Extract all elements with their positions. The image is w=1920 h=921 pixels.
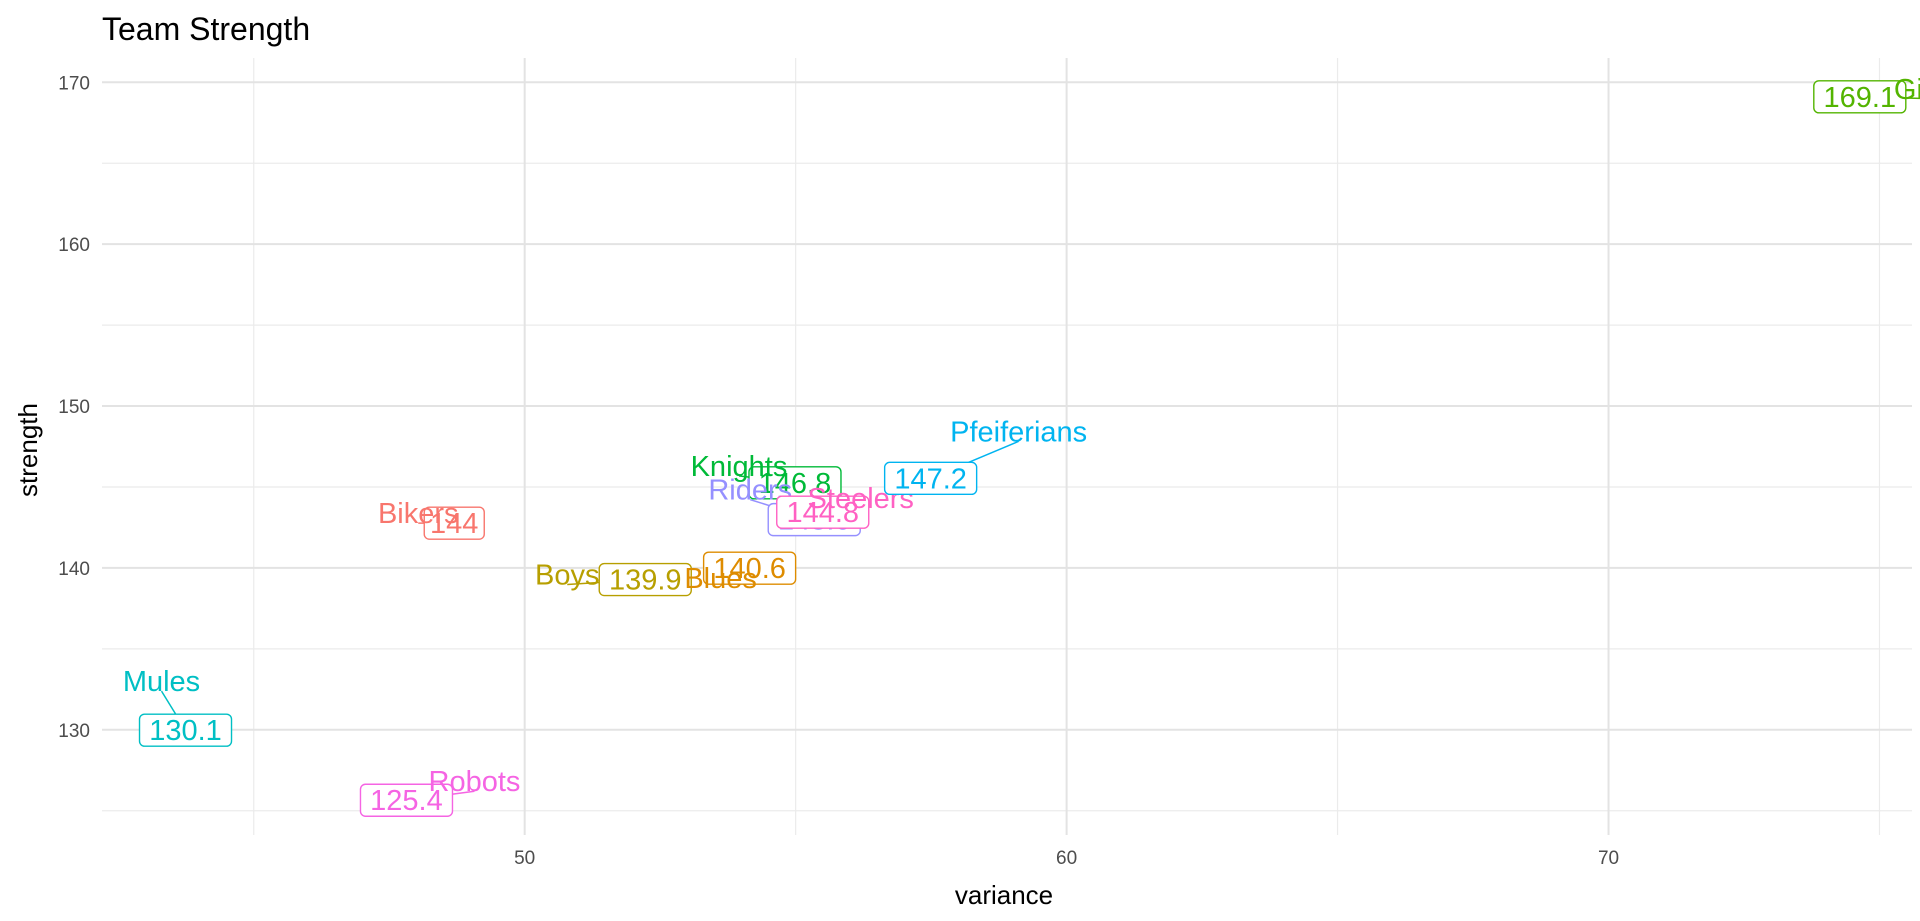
value-label-box [883,461,978,496]
value-label: 130.1 [149,715,222,747]
grid [102,58,1912,835]
y-tick-label: 150 [58,397,90,418]
value-label: 144 [430,508,478,540]
team-point: 169.1Giants [1813,74,1920,114]
value-label-box [138,713,233,747]
y-tick-label: 160 [58,235,90,256]
y-axis-title: strength [13,403,43,497]
team-point: 147.2 Pfeiferians [883,416,1087,496]
team-point: 130.1 Mules [123,666,233,747]
value-label: 144.8 [786,497,859,529]
team-name-label: Knights [691,451,788,483]
team-name-label: Mules [123,666,200,698]
value-label-box [776,495,870,529]
x-tick-label: 60 [1056,848,1077,869]
value-label-box [1813,80,1907,114]
value-label: 146.8 [759,468,832,500]
chart-title: Team Strength [102,11,310,47]
value-label-box [359,783,454,817]
axis-ticks: 50 60 70 130 140 150 160 170 [58,73,1619,869]
x-axis-title: variance [955,880,1053,910]
team-name-label: Giants [1894,74,1920,106]
value-label: 169.1 [1824,82,1897,114]
team-name-label: Robots [429,766,521,798]
team-name-label: Blues [684,563,757,595]
value-label-box [598,562,692,597]
x-tick-label: 70 [1598,848,1619,869]
x-tick-label: 50 [514,848,535,869]
value-label: 140.6 [713,553,786,585]
y-tick-label: 130 [58,721,90,742]
team-name-label: Pfeiferians [950,416,1087,448]
value-label-box [423,506,485,540]
team-name-label: Bikers [378,498,459,530]
y-tick-label: 170 [58,73,90,94]
value-label: 139.9 [609,565,682,597]
value-label: 125.4 [370,785,443,817]
team-name-label: Boys [535,560,599,592]
value-label: 147.2 [894,463,967,495]
team-point: 139.9 Boys [535,560,692,597]
value-label-box [702,551,797,585]
y-tick-label: 140 [58,559,90,580]
